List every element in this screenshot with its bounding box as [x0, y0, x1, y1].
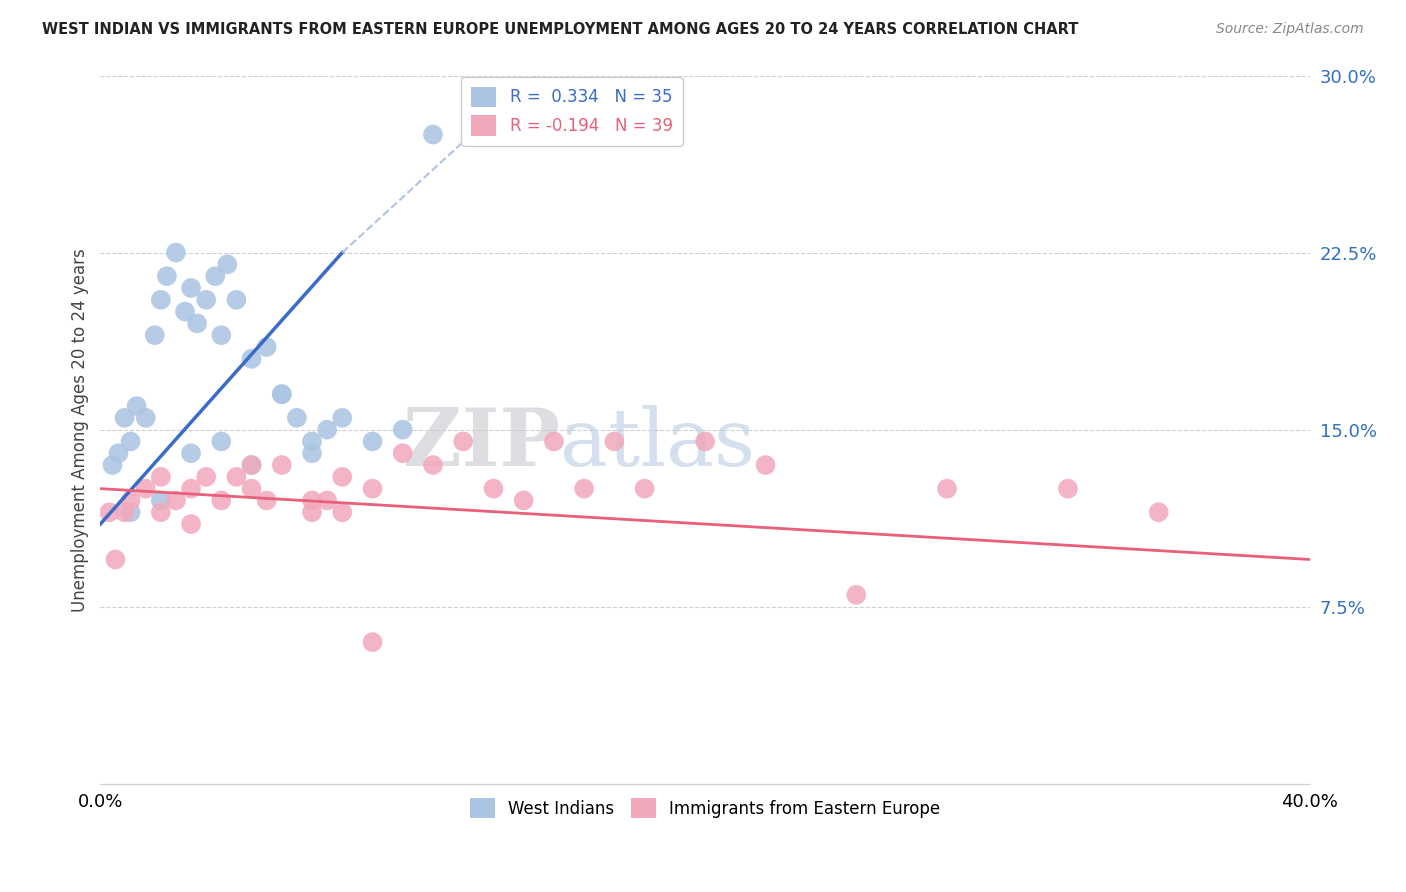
Point: [135, 482, 157, 496]
Point: [270, 387, 292, 401]
Point: [180, 281, 202, 295]
Point: [512, 493, 534, 508]
Point: [174, 304, 197, 318]
Point: [104, 552, 127, 566]
Point: [209, 493, 232, 508]
Point: [101, 458, 124, 472]
Point: [256, 493, 278, 508]
Point: [195, 470, 218, 484]
Point: [633, 482, 655, 496]
Point: [240, 458, 263, 472]
Point: [149, 470, 172, 484]
Point: [107, 446, 129, 460]
Point: [209, 328, 232, 343]
Text: atlas: atlas: [560, 405, 755, 483]
Point: [361, 482, 384, 496]
Point: [1147, 505, 1170, 519]
Point: [316, 423, 339, 437]
Point: [209, 434, 232, 449]
Point: [225, 293, 247, 307]
Point: [845, 588, 868, 602]
Point: [572, 482, 595, 496]
Point: [195, 293, 218, 307]
Point: [422, 458, 444, 472]
Point: [217, 257, 239, 271]
Point: [98, 505, 121, 519]
Point: [135, 410, 157, 425]
Text: ZIP: ZIP: [404, 405, 560, 483]
Point: [361, 635, 384, 649]
Point: [165, 493, 187, 508]
Text: Source: ZipAtlas.com: Source: ZipAtlas.com: [1216, 22, 1364, 37]
Point: [330, 410, 353, 425]
Point: [422, 128, 444, 142]
Point: [301, 434, 323, 449]
Point: [149, 293, 172, 307]
Point: [114, 410, 136, 425]
Point: [240, 351, 263, 366]
Point: [225, 470, 247, 484]
Point: [361, 434, 384, 449]
Point: [603, 434, 626, 449]
Point: [482, 482, 505, 496]
Point: [120, 434, 142, 449]
Point: [270, 387, 292, 401]
Point: [165, 245, 187, 260]
Point: [156, 269, 179, 284]
Point: [256, 340, 278, 354]
Point: [391, 423, 413, 437]
Point: [114, 505, 136, 519]
Point: [543, 434, 565, 449]
Point: [240, 482, 263, 496]
Point: [180, 482, 202, 496]
Point: [149, 493, 172, 508]
Point: [301, 446, 323, 460]
Point: [120, 505, 142, 519]
Point: [143, 328, 166, 343]
Text: WEST INDIAN VS IMMIGRANTS FROM EASTERN EUROPE UNEMPLOYMENT AMONG AGES 20 TO 24 Y: WEST INDIAN VS IMMIGRANTS FROM EASTERN E…: [42, 22, 1078, 37]
Point: [330, 505, 353, 519]
Point: [186, 317, 208, 331]
Point: [285, 410, 308, 425]
Point: [391, 446, 413, 460]
Point: [316, 493, 339, 508]
Point: [1057, 482, 1080, 496]
Point: [120, 493, 142, 508]
Point: [149, 505, 172, 519]
Point: [301, 505, 323, 519]
Point: [451, 434, 474, 449]
Legend: West Indians, Immigrants from Eastern Europe: West Indians, Immigrants from Eastern Eu…: [463, 791, 948, 825]
Point: [936, 482, 959, 496]
Point: [301, 493, 323, 508]
Point: [693, 434, 716, 449]
Point: [180, 517, 202, 532]
Point: [180, 446, 202, 460]
Point: [270, 458, 292, 472]
Point: [330, 470, 353, 484]
Point: [204, 269, 226, 284]
Point: [755, 458, 778, 472]
Y-axis label: Unemployment Among Ages 20 to 24 years: Unemployment Among Ages 20 to 24 years: [72, 248, 89, 612]
Point: [125, 399, 148, 413]
Point: [240, 458, 263, 472]
